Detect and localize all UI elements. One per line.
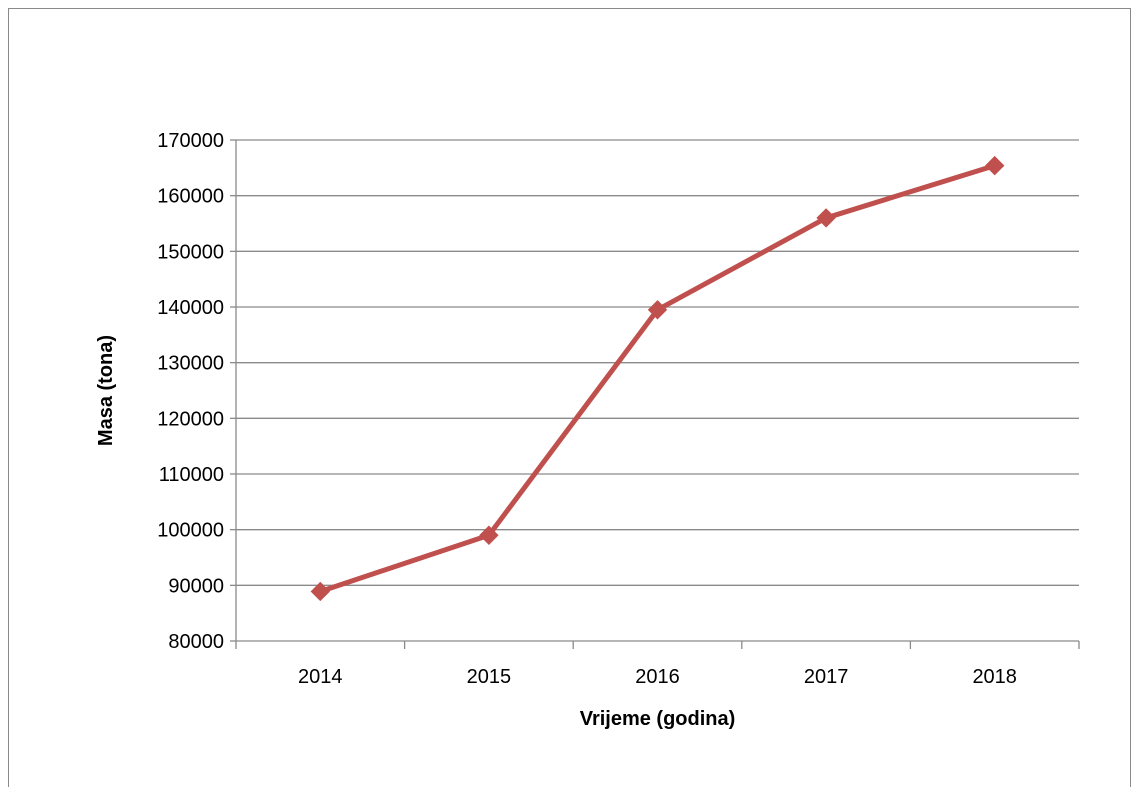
x-tick-labels: 2014 2015 2016 2017 2018	[298, 666, 1017, 688]
x-tick-label: 2017	[804, 666, 849, 688]
y-tick-label: 130000	[157, 353, 224, 375]
x-tick-label: 2018	[972, 666, 1017, 688]
data-point-marker	[310, 581, 331, 602]
data-point-marker	[479, 525, 499, 545]
gridlines	[236, 139, 1079, 586]
y-tick-label: 100000	[157, 520, 224, 542]
x-tick-label: 2015	[467, 666, 512, 688]
axes	[230, 139, 1080, 649]
data-point-marker	[647, 300, 668, 320]
data-points	[310, 155, 1005, 602]
y-axis-title: Masa (tona)	[95, 335, 117, 446]
y-tick-label: 110000	[159, 464, 224, 486]
series-line	[317, 163, 998, 594]
series-line	[317, 163, 998, 594]
data-point-marker	[816, 208, 836, 228]
y-tick-label: 170000	[157, 130, 224, 152]
data-point-marker	[984, 155, 1005, 176]
x-axis-title: Vrijeme (godina)	[580, 708, 736, 730]
y-tick-label: 120000	[157, 408, 224, 430]
y-tick-label: 80000	[168, 631, 224, 653]
y-tick-label: 140000	[157, 297, 224, 319]
y-tick-label: 90000	[168, 575, 224, 597]
x-tick-label: 2014	[298, 666, 343, 688]
y-tick-label: 150000	[157, 241, 224, 263]
chart-frame	[8, 8, 1131, 787]
x-tick-label: 2016	[635, 666, 680, 688]
y-tick-labels: 80000 90000 100000 110000 120000 130000 140000…	[157, 130, 224, 653]
y-tick-label: 160000	[157, 186, 224, 208]
